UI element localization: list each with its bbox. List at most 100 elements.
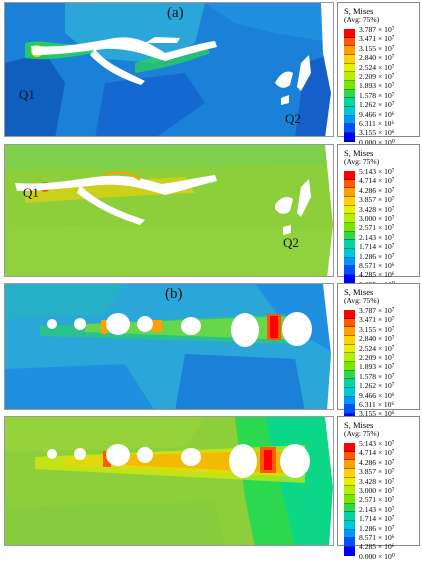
point-label-q1: Q1: [23, 185, 39, 200]
legend-values: 3.787 × 10⁷ 3.471 × 10⁷ 3.155 × 10⁷ 2.840 ×…: [359, 306, 395, 428]
legend-value: 4.286 × 10⁷: [359, 185, 395, 195]
legend-value: 3.787 × 10⁷: [359, 25, 395, 34]
legend-value: 1.286 × 10⁷: [359, 523, 395, 533]
color-bar-swatch: [344, 124, 355, 134]
color-bar-swatch: [344, 477, 355, 487]
legend-value: 4.714 × 10⁷: [359, 448, 395, 458]
legend-subtitle: (Avg: 75%): [344, 296, 380, 305]
color-bar-swatch: [344, 370, 355, 380]
contour-plot: [5, 417, 333, 545]
legend-value: 5.143 × 10⁷: [359, 439, 395, 448]
color-bar-swatch: [344, 240, 355, 250]
color-bar: [344, 171, 355, 284]
color-bar-swatch: [344, 171, 355, 180]
color-bar-swatch: [344, 72, 355, 82]
legend-value: 4.286 × 10⁷: [359, 457, 395, 467]
legend-value: 2.524 × 10⁷: [359, 62, 395, 72]
color-bar-swatch: [344, 133, 355, 142]
color-bar-swatch: [344, 257, 355, 267]
legend-value: 3.000 × 10⁷: [359, 213, 395, 223]
legend-title: S, Mises: [344, 148, 374, 158]
legend-value: 2.524 × 10⁷: [359, 343, 395, 353]
color-bar-swatch: [344, 318, 355, 328]
color-bar-swatch: [344, 503, 355, 513]
color-bar-swatch: [344, 353, 355, 363]
legend-value: 6.311 × 10⁶: [359, 399, 395, 409]
color-bar-swatch: [344, 188, 355, 198]
legend-value: 3.471 × 10⁷: [359, 34, 395, 44]
color-bar-swatch: [344, 529, 355, 539]
legend-value: 3.155 × 10⁶: [359, 128, 395, 138]
panel-a-low-stress: (a) Q1 Q2: [4, 2, 334, 137]
legend-value: 2.209 × 10⁷: [359, 352, 395, 362]
contour-plot: [5, 145, 333, 276]
legend-value: 4.285 × 10⁶: [359, 542, 395, 552]
legend-value: 2.571 × 10⁷: [359, 223, 395, 233]
legend-value: 1.714 × 10⁷: [359, 242, 395, 252]
legend-value: 6.311 × 10⁶: [359, 118, 395, 128]
color-bar-swatch: [344, 512, 355, 522]
legend-value: 3.857 × 10⁷: [359, 195, 395, 205]
color-bar-swatch: [344, 547, 355, 556]
legend-value: 2.209 × 10⁷: [359, 71, 395, 81]
legend-value: 1.262 × 10⁷: [359, 100, 395, 110]
color-bar-swatch: [344, 486, 355, 496]
legend-value: 8.571 × 10⁶: [359, 260, 395, 270]
color-bar-swatch: [344, 46, 355, 56]
subfigure-label-a: (a): [167, 5, 184, 21]
legend-value: 9.466 × 10⁶: [359, 390, 395, 400]
legend-value: 3.787 × 10⁷: [359, 306, 395, 315]
color-bar-swatch: [344, 344, 355, 354]
legend-value: 1.286 × 10⁷: [359, 251, 395, 261]
legend-value: 2.840 × 10⁷: [359, 53, 395, 63]
color-bar: [344, 310, 355, 423]
legend-value: 3.155 × 10⁷: [359, 324, 395, 334]
legend-value: 3.155 × 10⁶: [359, 409, 395, 419]
color-bar-swatch: [344, 55, 355, 64]
color-bar-swatch: [344, 205, 355, 215]
color-bar-swatch: [344, 249, 355, 258]
color-bar-swatch: [344, 89, 355, 99]
color-bar-swatch: [344, 396, 355, 406]
color-bar-swatch: [344, 336, 355, 345]
legend-subtitle: (Avg: 75%): [344, 429, 380, 438]
panel-b-high-stress: [4, 416, 334, 546]
color-bar-swatch: [344, 451, 355, 461]
legend-value: 1.714 × 10⁷: [359, 514, 395, 524]
color-bar-swatch: [344, 266, 355, 276]
panel-a-high-stress: Q1 Q2: [4, 144, 334, 277]
legend-subtitle: (Avg: 75%): [344, 157, 380, 166]
legend-value: 2.143 × 10⁷: [359, 232, 395, 242]
color-bar-swatch: [344, 107, 355, 116]
legend-value: 1.893 × 10⁷: [359, 362, 395, 372]
legend-values: 5.143 × 10⁷ 4.714 × 10⁷ 4.286 × 10⁷ 3.857 ×…: [359, 439, 395, 561]
point-label-q2: Q2: [283, 235, 299, 250]
legend-value: 2.143 × 10⁷: [359, 504, 395, 514]
legend-value: 9.466 × 10⁶: [359, 109, 395, 119]
legend-value: 2.840 × 10⁷: [359, 334, 395, 344]
color-bar-swatch: [344, 223, 355, 232]
color-bar-swatch: [344, 495, 355, 504]
legend-value: 1.578 × 10⁷: [359, 90, 395, 100]
legend-value: 8.571 × 10⁶: [359, 532, 395, 542]
legend-title: S, Mises: [344, 287, 374, 297]
color-bar-swatch: [344, 197, 355, 206]
point-label-q1: Q1: [19, 87, 35, 102]
legend-value: 3.428 × 10⁷: [359, 204, 395, 214]
legend-values: 3.787 × 10⁷ 3.471 × 10⁷ 3.155 × 10⁷ 2.840 ×…: [359, 25, 395, 147]
color-bar: [344, 443, 355, 556]
point-label-q2: Q2: [285, 111, 301, 126]
color-bar-swatch: [344, 538, 355, 548]
legend-value: 3.000 × 10⁷: [359, 485, 395, 495]
legend-value: 1.578 × 10⁷: [359, 371, 395, 381]
color-bar-swatch: [344, 81, 355, 90]
color-bar-swatch: [344, 310, 355, 319]
legend-value: 4.714 × 10⁷: [359, 176, 395, 186]
legend-value: 5.143 × 10⁷: [359, 167, 395, 176]
legend-b-high: S, Mises (Avg: 75%) 5.143 × 10⁷ 4.714 × 1…: [337, 416, 420, 561]
legend-a-high: S, Mises (Avg: 75%) 5.143 × 10⁷ 4.714 × 1…: [337, 144, 420, 289]
color-bar-swatch: [344, 327, 355, 337]
legend-value: 2.571 × 10⁷: [359, 495, 395, 505]
color-bar-swatch: [344, 231, 355, 241]
contour-plot: [5, 284, 333, 409]
